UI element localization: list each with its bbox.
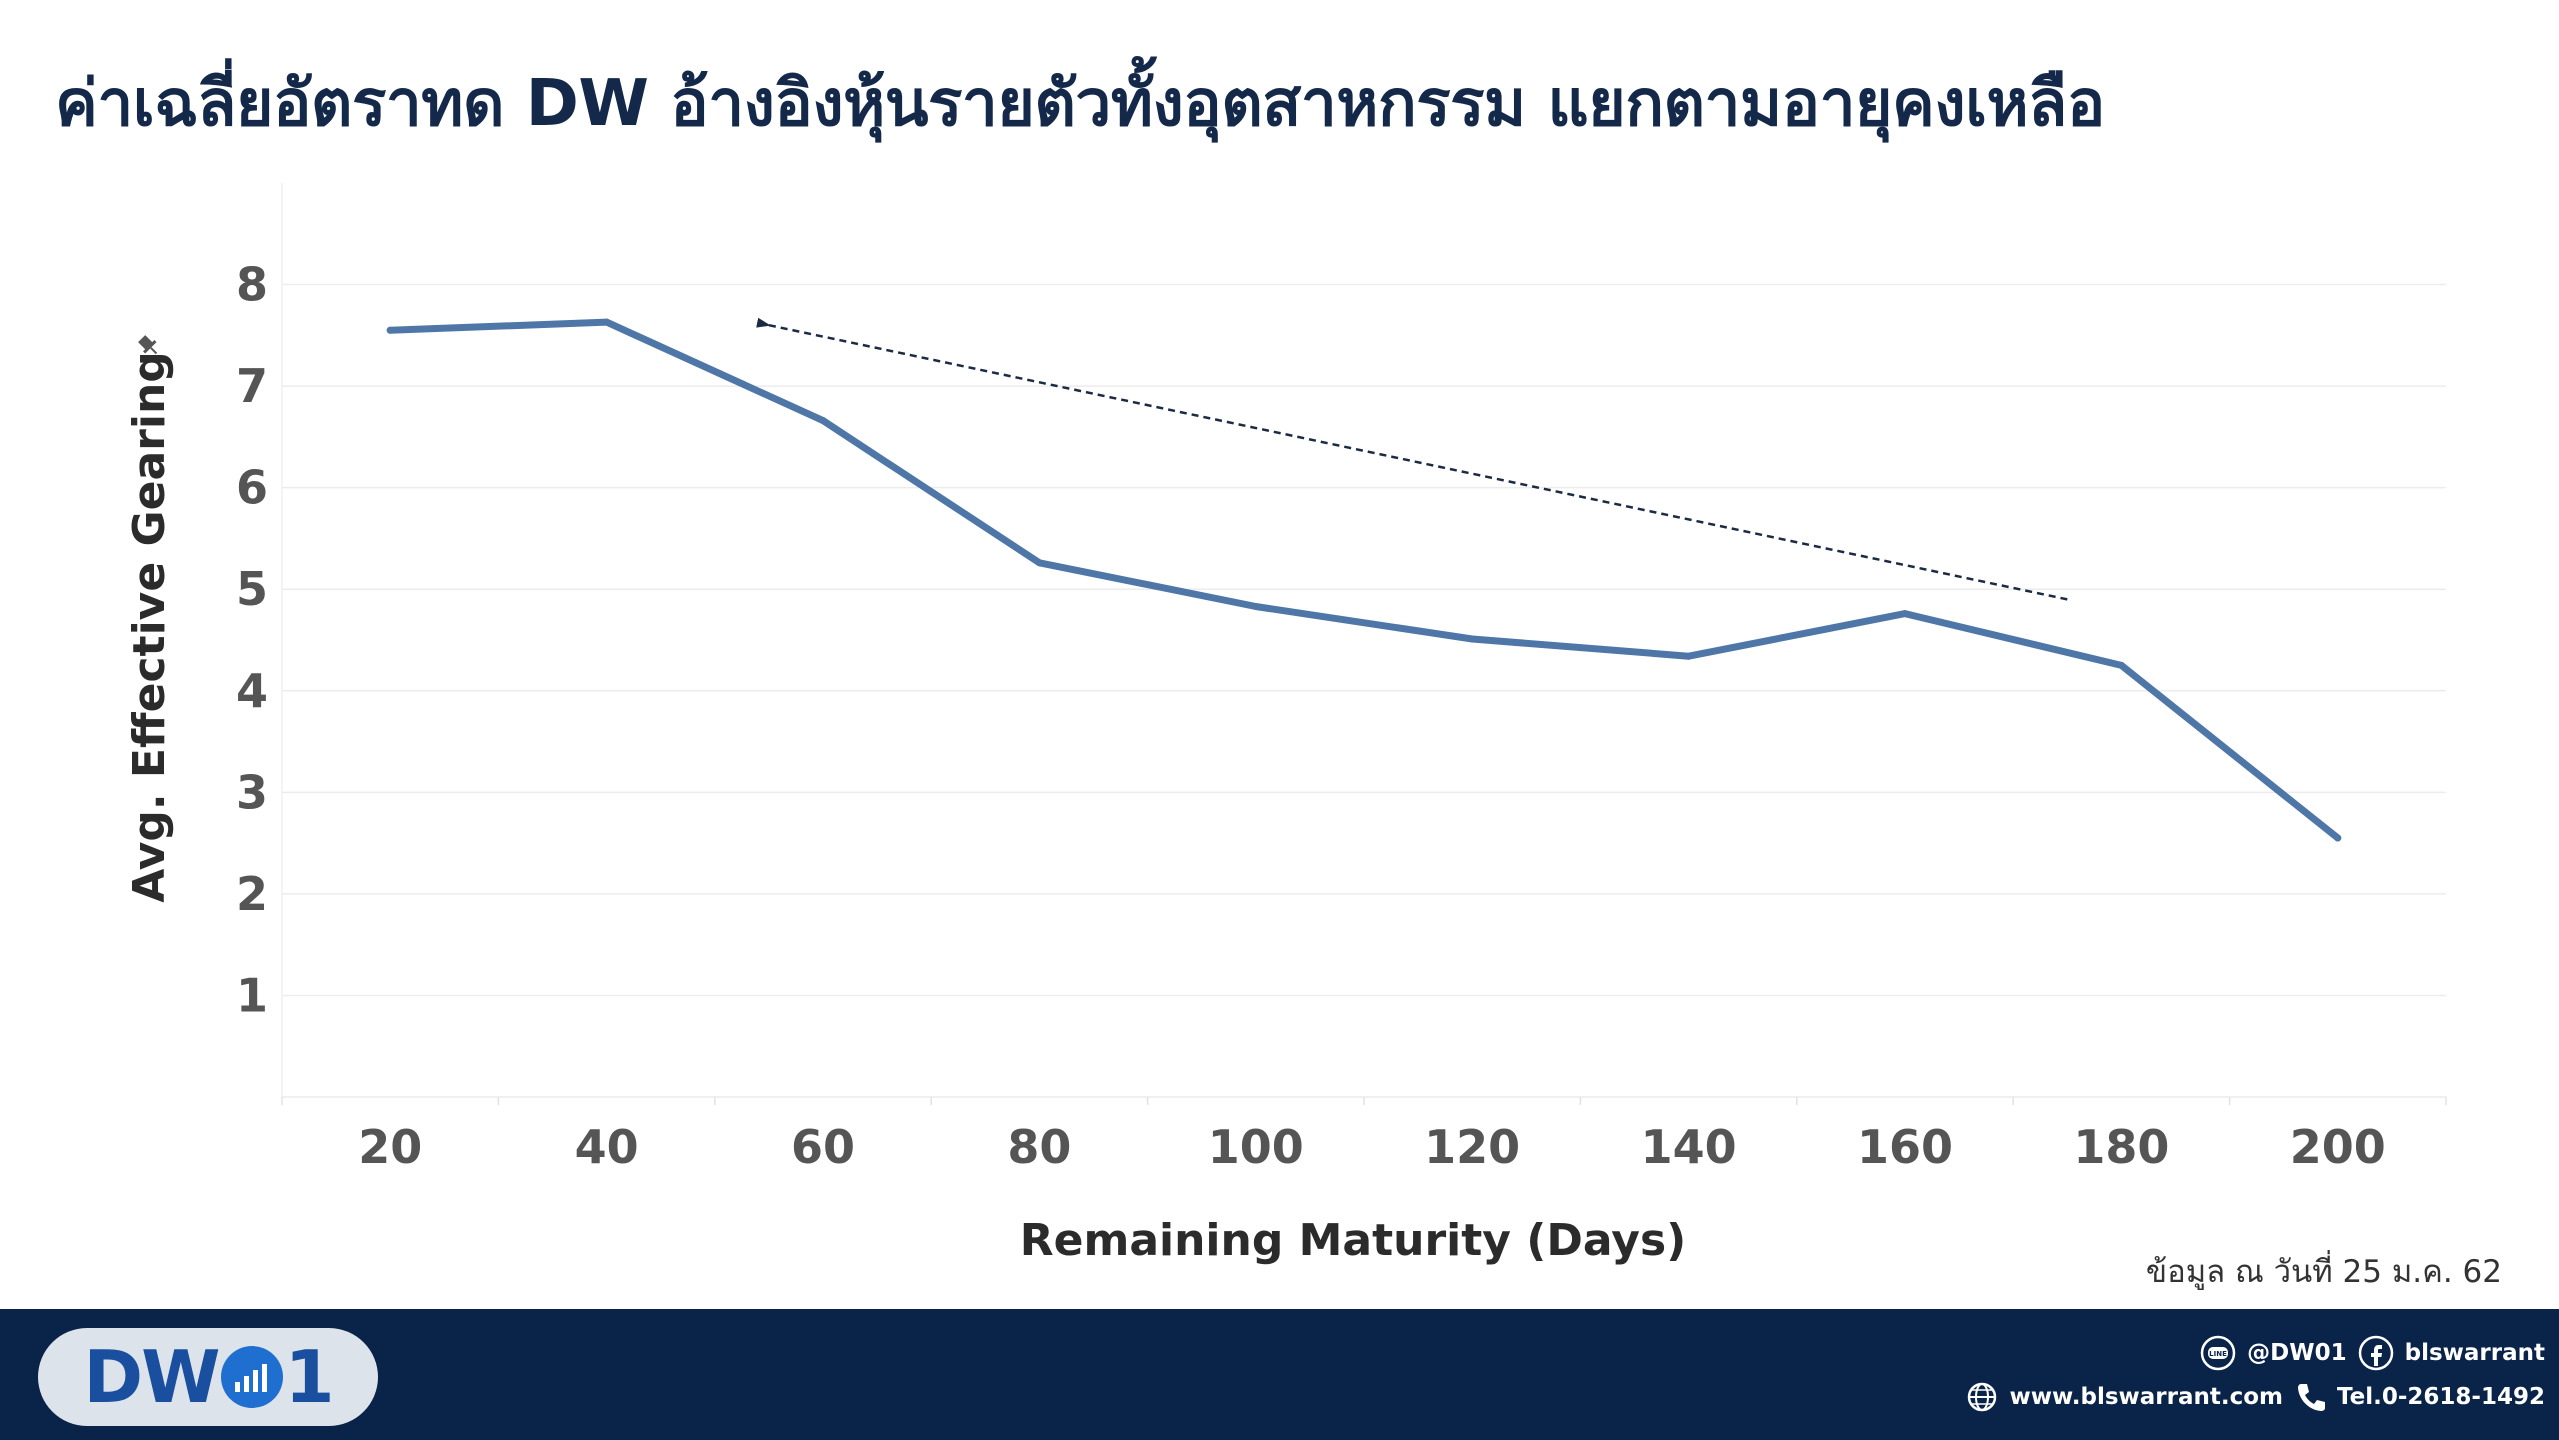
x-tick-label-2: 60 [791,1120,855,1174]
y-tick-label-6: 7 [236,359,268,413]
y-tick-label-3: 4 [236,664,268,718]
source-note: ข้อมูล ณ วันที่ 25 ม.ค. 62 [2145,1254,2502,1290]
phone-number[interactable]: Tel.0-2618-1492 [2337,1384,2545,1410]
pin-icon [138,335,158,355]
y-tick-label-0: 1 [236,968,268,1022]
y-tick-label-5: 6 [236,461,268,515]
y-tick-label-1: 2 [236,867,268,921]
x-tick-label-8: 180 [2073,1120,2169,1174]
data-point-5 [1468,635,1476,643]
x-tick-label-9: 200 [2290,1120,2386,1174]
page-title: ค่าเฉลี่ยอัตราทด DW อ้างอิงหุ้นรายตัวทั้… [55,67,2105,141]
chart-annotations [756,317,2068,601]
x-tick-label-3: 80 [1007,1120,1071,1174]
x-tick-label-1: 40 [575,1120,639,1174]
svg-text:LINE: LINE [2209,1350,2227,1358]
logo-chart-icon [220,1346,283,1408]
data-point-0 [386,326,394,334]
y-axis-ticks: 1 2 3 4 5 6 7 8 [236,258,268,1023]
phone-icon [2293,1380,2327,1414]
data-point-8 [2117,661,2125,669]
y-tick-label-7: 8 [236,258,268,312]
logo-text-left: DW [83,1335,220,1419]
chart-series [386,318,2342,842]
x-axis-ticks: 20 40 60 80 100 120 140 160 180 200 [281,1097,2447,1174]
line-chart: 20 40 60 80 100 120 140 160 180 200 1 2 3 4 5 6 7 8 Rema… [124,183,2447,1266]
line-icon[interactable]: LINE [2199,1334,2237,1372]
x-tick-label-4: 100 [1208,1120,1304,1174]
x-axis-label: Remaining Maturity (Days) [1020,1215,1687,1266]
data-point-1 [603,318,611,326]
y-tick-label-2: 3 [236,765,268,819]
trend-arrow-0 [756,317,2068,601]
y-tick-label-4: 5 [236,562,268,616]
y-axis-label: Avg. Effective Gearing [124,351,175,903]
data-point-3 [1035,559,1043,567]
facebook-icon[interactable] [2357,1334,2395,1372]
facebook-handle[interactable]: blswarrant [2404,1340,2545,1366]
chart-grid [282,283,2446,997]
x-tick-label-5: 120 [1424,1120,1520,1174]
x-tick-label-0: 20 [358,1120,422,1174]
data-point-7 [1901,610,1909,618]
series-line-0 [386,318,2342,842]
data-point-6 [1685,652,1693,660]
logo-text-right: 1 [284,1335,335,1419]
x-tick-label-6: 140 [1641,1120,1737,1174]
globe-icon [1965,1380,1999,1414]
data-point-2 [819,417,827,425]
contact-info: LINE @DW01 blswarrant [1965,1331,2545,1419]
data-point-9 [2334,834,2342,842]
x-tick-label-7: 160 [1857,1120,1953,1174]
line-handle[interactable]: @DW01 [2247,1340,2347,1366]
website-link[interactable]: www.blswarrant.com [2009,1384,2284,1410]
data-point-4 [1252,602,1260,610]
brand-logo: DW 1 [38,1328,378,1426]
footer-bar: DW 1 LINE @DW01 [0,1309,2559,1440]
